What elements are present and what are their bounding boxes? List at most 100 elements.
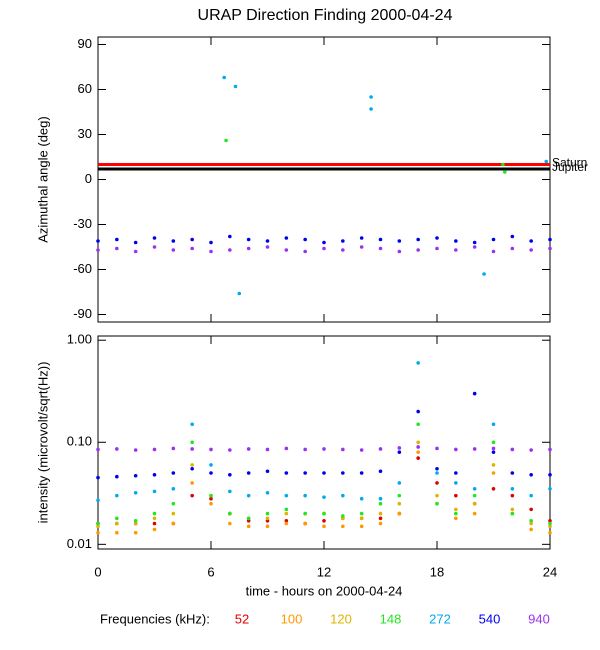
point: [96, 239, 100, 243]
legend-entry: 100: [281, 611, 303, 626]
point: [96, 524, 100, 529]
legend-entry: 540: [479, 611, 501, 626]
point: [548, 521, 552, 526]
point: [209, 240, 213, 245]
point: [209, 249, 213, 254]
point: [115, 516, 119, 521]
point: [359, 448, 364, 452]
point: [341, 248, 345, 252]
point: [397, 511, 402, 516]
point: [96, 530, 100, 535]
point: [190, 493, 194, 498]
point: [190, 237, 194, 242]
point: [454, 248, 458, 252]
point: [246, 237, 251, 242]
point: [491, 446, 496, 451]
point: [397, 239, 402, 243]
point: [209, 471, 213, 475]
point: [369, 107, 373, 111]
point: [378, 246, 383, 251]
point: [416, 409, 420, 414]
chart-title: URAP Direction Finding 2000-04-24: [198, 7, 453, 24]
point: [96, 447, 100, 452]
point: [529, 473, 533, 477]
point: [322, 246, 326, 251]
point: [284, 511, 289, 516]
point: [472, 493, 477, 498]
point: [378, 237, 383, 242]
legend-entry: 148: [380, 611, 402, 626]
point: [246, 471, 251, 475]
legend-title: Frequencies (kHz):: [100, 611, 210, 626]
point: [171, 511, 176, 516]
point: [472, 240, 477, 245]
point: [228, 521, 232, 526]
point: [265, 490, 270, 495]
point: [397, 501, 402, 506]
point: [529, 521, 533, 526]
y-tick-label: 0.01: [67, 536, 92, 551]
point: [322, 519, 326, 523]
point: [152, 511, 157, 516]
point: [115, 237, 119, 242]
point: [228, 248, 232, 252]
point: [491, 422, 496, 427]
y-tick-label: 0: [85, 171, 92, 186]
plot-frame: [97, 36, 551, 323]
point: [510, 447, 515, 452]
point: [501, 162, 505, 167]
point: [171, 521, 176, 526]
point: [96, 521, 100, 526]
point: [491, 440, 496, 445]
point: [359, 471, 364, 475]
point: [265, 239, 270, 243]
point: [397, 493, 402, 498]
point: [435, 481, 439, 485]
point: [237, 291, 242, 296]
point: [233, 84, 238, 89]
point: [454, 507, 458, 512]
point: [190, 422, 194, 427]
point: [341, 524, 345, 529]
y-tick-label: -60: [73, 261, 92, 276]
x-tick-label: 24: [543, 564, 557, 579]
point: [303, 511, 307, 516]
point: [503, 170, 507, 174]
point: [548, 530, 552, 535]
point: [152, 473, 157, 477]
point: [472, 447, 477, 451]
legend-entry: 120: [330, 611, 352, 626]
point: [416, 456, 420, 460]
point: [378, 496, 383, 501]
y-axis-label: intensity (microvolt/sqrt(Hz)): [35, 362, 50, 524]
point: [472, 511, 477, 516]
point: [228, 511, 232, 516]
point: [115, 493, 119, 498]
point: [303, 493, 307, 498]
point: [341, 239, 345, 243]
point: [482, 272, 486, 276]
point: [359, 516, 364, 521]
point: [510, 246, 515, 251]
point: [284, 507, 289, 512]
point: [416, 440, 420, 445]
point: [548, 447, 552, 452]
point: [341, 471, 345, 475]
point: [435, 466, 439, 471]
point: [529, 239, 533, 243]
point: [416, 450, 420, 454]
point: [491, 237, 496, 242]
point: [510, 471, 515, 475]
point: [472, 501, 477, 506]
point: [222, 75, 226, 80]
point: [548, 473, 552, 477]
x-tick-label: 0: [94, 564, 101, 579]
point: [246, 524, 251, 529]
y-tick-label: -90: [73, 306, 92, 321]
point: [284, 446, 289, 451]
y-tick-label: 0.10: [67, 434, 92, 449]
point: [322, 511, 326, 516]
y-tick-label: -30: [73, 216, 92, 231]
point: [510, 511, 515, 516]
point: [190, 447, 194, 451]
